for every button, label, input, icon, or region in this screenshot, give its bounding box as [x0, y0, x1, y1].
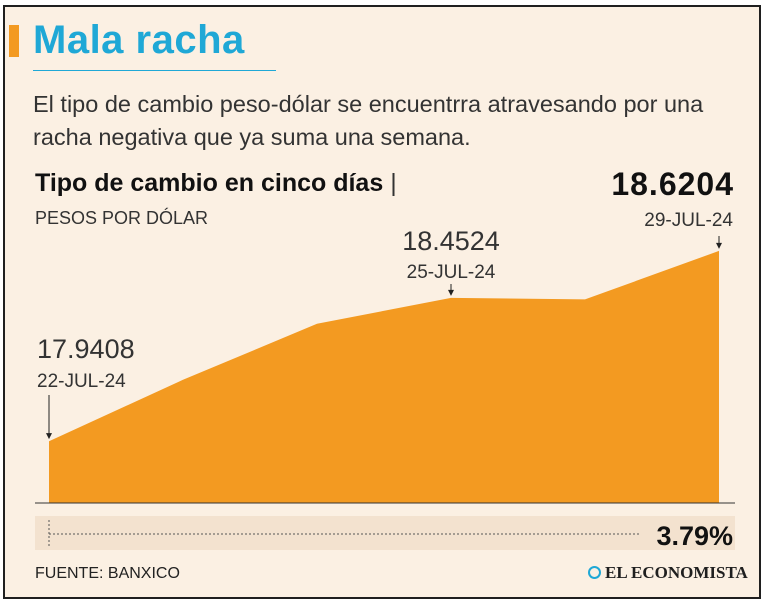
chart-title: Tipo de cambio en cinco días | — [35, 169, 397, 198]
annotation-date-1: 22-JUL-24 — [37, 371, 126, 392]
brand-logo: EL ECONOMISTA — [588, 563, 748, 583]
title-accent-bar — [9, 25, 19, 57]
annotation-date-2: 25-JUL-24 — [407, 262, 496, 283]
annotation-layer: 17.9408 22-JUL-24 18.4524 25-JUL-24 29-JUL-2… — [37, 210, 733, 440]
chart-unit-label: PESOS POR DÓLAR — [35, 208, 209, 228]
page-title: Mala racha — [33, 18, 245, 62]
brand-name: EL ECONOMISTA — [605, 563, 748, 582]
title-underline — [33, 70, 276, 71]
annotation-value-1: 17.9408 — [37, 334, 135, 364]
annotation-value-2: 18.4524 — [402, 226, 500, 256]
annotation-arrow-1 — [46, 433, 52, 440]
rate-area — [49, 250, 719, 503]
annotation-arrow-3 — [716, 242, 722, 249]
annotation-arrow-2 — [448, 289, 454, 296]
chart-title-separator: | — [390, 169, 397, 197]
source-label: FUENTE: BANXICO — [35, 565, 180, 582]
annotation-date-3: 29-JUL-24 — [644, 210, 733, 231]
percent-change: 3.79% — [656, 521, 733, 551]
change-strip — [35, 516, 735, 550]
subtitle: El tipo de cambio peso-dólar se encuentr… — [33, 91, 704, 150]
latest-rate-value: 18.6204 — [611, 166, 734, 202]
chart-title-text: Tipo de cambio en cinco días — [35, 169, 384, 197]
brand-icon — [588, 566, 601, 579]
